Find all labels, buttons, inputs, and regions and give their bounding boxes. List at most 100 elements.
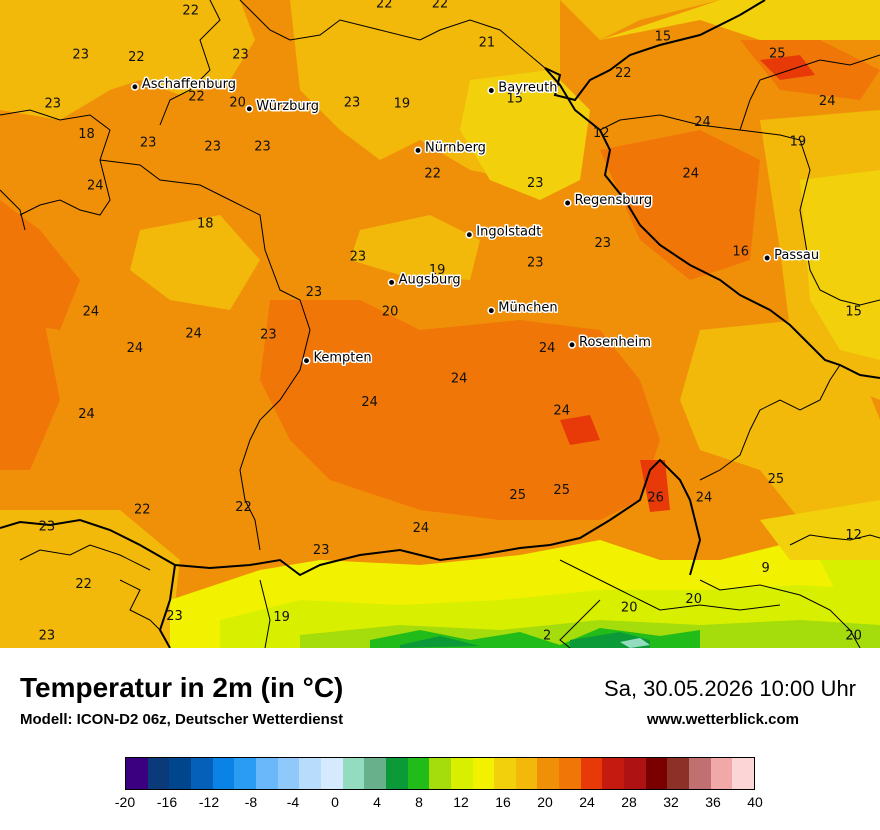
legend-tick-label: 20 [537,794,553,810]
temperature-value: 15 [655,29,672,44]
legend-tick-label: 4 [373,794,381,810]
legend-swatch [429,758,451,789]
legend-swatch [689,758,711,789]
legend-swatch [342,758,365,789]
temperature-value: 24 [696,490,713,505]
temperature-value: 24 [694,115,711,130]
city-dot [487,86,496,95]
temperature-value: 24 [87,179,104,194]
legend-swatch [494,758,516,789]
temperature-value: 23 [166,609,183,624]
city-dot [763,254,772,262]
city-label: Aschaffenburg [142,77,236,92]
temperature-value: 12 [593,126,610,141]
city-dot [563,199,572,207]
legend-tick-label: 8 [415,794,423,810]
legend-swatch [624,758,646,789]
legend-swatch [299,758,321,789]
legend-tick-label: 12 [453,794,469,810]
temperature-value: 23 [72,48,89,63]
legend-swatch [537,758,560,789]
temperature-value: 24 [819,94,836,109]
temperature-value: 23 [527,176,544,191]
temperature-value: 9 [761,561,769,576]
temperature-value: 23 [350,249,367,264]
temperature-value: 23 [260,328,277,343]
city-label: Passau [774,248,819,263]
temperature-value: 23 [45,97,62,112]
city-dot [302,356,311,365]
legend-swatch [407,758,430,789]
temperature-value: 24 [413,521,430,536]
temperature-value: 19 [394,97,411,112]
legend-swatch [320,758,343,789]
temperature-value: 23 [140,136,157,151]
legend-swatch [147,758,170,789]
color-legend [125,757,755,790]
city-dot [130,82,139,91]
website-link[interactable]: www.wetterblick.com [647,711,799,728]
temperature-value: 24 [539,341,556,356]
legend-swatch [450,758,473,789]
temperature-value: 15 [845,304,862,319]
city-label: Augsburg [399,272,461,287]
legend-swatch [645,758,668,789]
temperature-value: 18 [78,127,95,142]
city-label: Ingolstadt [476,225,541,240]
temperature-value: 22 [128,50,145,65]
temperature-value: 22 [235,500,252,515]
temperature-value: 23 [306,285,323,300]
legend-tick-label: 24 [579,794,595,810]
temperature-value: 18 [197,216,214,231]
alpine-fields [170,500,880,648]
temperature-value: 19 [273,610,290,625]
temperature-value: 20 [229,95,246,110]
legend-tick-label: 32 [663,794,679,810]
map-canvas: 22 22 22 23 22 23 21 15 25 22 15 23 22 20 23 19 24 24 18 12… [0,0,880,648]
legend-swatch [126,758,148,789]
legend-swatch [169,758,191,789]
temperature-value: 23 [39,520,56,535]
temperature-value: 22 [432,0,449,11]
temperature-value: 20 [621,600,638,615]
warm-fields [0,40,880,520]
temperature-value: 23 [204,139,221,154]
city-label: Bayreuth [498,81,557,96]
temperature-value: 24 [553,404,570,419]
temperature-values: 22 22 22 23 22 23 21 15 25 22 15 23 22 20 23 19 24 24 18 12… [39,0,862,643]
temperature-value: 22 [182,4,199,19]
legend-swatch [212,758,235,789]
temperature-value: 15 [507,92,524,107]
legend-swatch [580,758,603,789]
temperature-value: 22 [75,577,92,592]
legend-swatch [472,758,495,789]
city-markers: Aschaffenburg Würzburg Bayreuth Nürnberg Reg… [130,75,821,367]
temperature-value: 22 [615,66,632,81]
legend-swatch [385,758,408,789]
legend-tick-label: -16 [156,794,178,810]
city-dot [568,340,576,349]
legend-tick-label: 16 [495,794,511,810]
city-label: Regensburg [575,193,653,208]
temperature-value: 22 [134,503,151,518]
legend-tick-label: -8 [244,794,258,810]
legend-swatch [602,758,625,789]
legend-swatch [190,758,213,789]
temperature-value: 23 [39,628,56,643]
temperature-value: 20 [382,304,399,319]
temperature-value: 22 [188,89,205,104]
legend-swatch [732,758,755,789]
city-label: Kempten [314,351,372,366]
temperature-value: 24 [83,304,100,319]
temperature-value: 23 [527,256,544,271]
map-title: Temperatur in 2m (in °C) [20,672,344,703]
legend-tick-label: -4 [286,794,300,810]
temperature-value: 22 [376,0,393,11]
temperature-value: 24 [78,407,95,422]
temperature-value: 20 [685,592,702,607]
temperature-value: 24 [185,326,202,341]
temperature-value: 23 [595,236,612,251]
temperature-value: 26 [647,490,664,505]
city-dot [245,104,254,113]
legend-ticks: -20 -16 -12 -8 -4 0 4 8 12 16 20 24 28 32 36 40 [115,794,763,814]
